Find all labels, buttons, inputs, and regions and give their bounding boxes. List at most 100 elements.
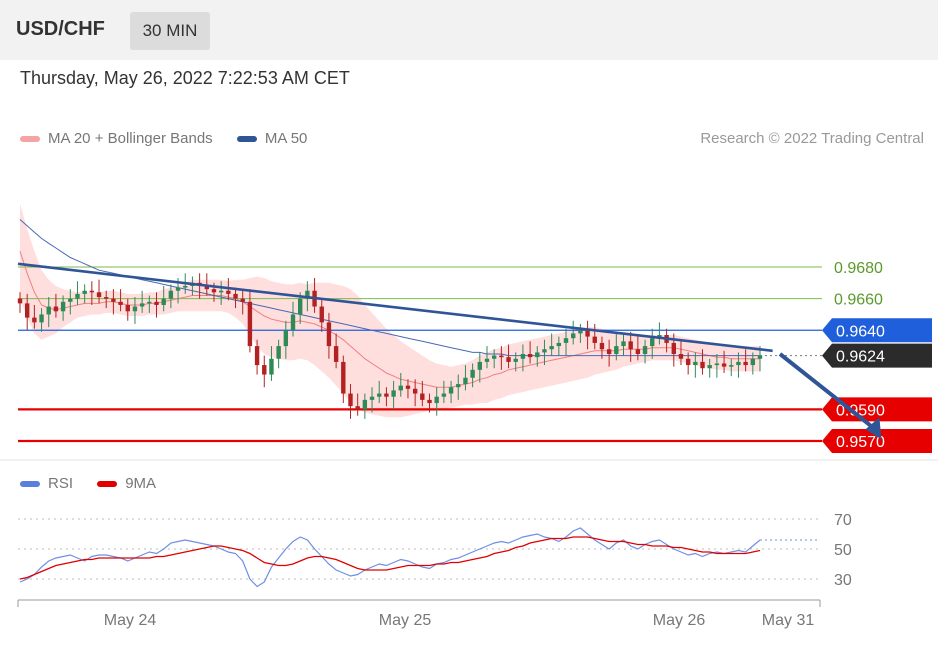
level-label-0.9680: 0.9680 [834,260,883,277]
legend-item-rsi: RSI [20,475,73,492]
candle-body [118,301,123,305]
candle-body [17,298,23,304]
candle-body [305,290,310,299]
rsi-tick-30: 30 [834,572,852,589]
candle-body [671,342,676,354]
x-tick-label: May 25 [379,612,432,629]
legend-swatch-bollinger [20,136,40,143]
forecast-arrow-shaft [778,352,877,431]
candle-body [147,301,152,304]
candle-body [175,287,181,291]
candle-body [89,290,95,293]
candle-body [707,365,712,369]
candle-body [693,361,698,366]
candle-body [757,355,763,359]
ma50-line [19,219,760,357]
symbol-title: USD/CHF [16,18,105,40]
level-label-0.9570: 0.9570 [836,434,885,451]
legend-swatch-ma50 [236,136,257,143]
candle-body [441,393,447,397]
candle-body [556,342,562,347]
candle-body [82,290,87,294]
legend-swatch-9ma [97,481,118,488]
candle-body [599,342,605,350]
candle-body [384,393,389,397]
candle-body [75,293,80,299]
candle-body [678,354,684,359]
legend-item-ma50: MA 50 [236,130,307,147]
candle-body [448,387,454,394]
candle-body [333,346,339,362]
bollinger-band [20,203,760,418]
candle-body [592,336,597,343]
candle-body [635,349,641,354]
timeframe-button[interactable]: 30 MIN [130,12,210,50]
level-tag-0.9640 [822,318,932,343]
candle-body [412,388,418,394]
candle-body [111,298,116,302]
candle-body [463,377,468,385]
candle-body [398,385,403,391]
x-tick-label: May 26 [653,612,706,629]
candle-body [262,365,267,375]
candle-body [520,354,526,359]
legend-item-9ma: 9MA [97,475,156,492]
candle-body [542,349,547,353]
candle-body [218,290,224,293]
candle-body [68,298,73,302]
candle-body [585,330,590,337]
candle-body [290,314,296,331]
candle-body [46,306,51,315]
candle-body [743,361,748,366]
candle-body [283,330,289,347]
candle-body [161,298,166,305]
candle-body [377,393,382,397]
candle-body [125,304,130,312]
legend-swatch-rsi [20,481,40,488]
candle-body [434,396,439,404]
candle-body [621,341,626,347]
candle-body [355,406,360,410]
candle-body [420,393,425,400]
level-label-0.9624: 0.9624 [836,349,885,366]
candle-body [60,301,66,312]
candle-body [470,369,475,378]
candle-body [269,358,274,375]
candle-body [491,355,497,359]
candle-body [506,357,511,362]
price-legend: MA 20 + Bollinger Bands MA 50 [20,130,307,147]
candle-body [700,361,705,369]
level-tag-0.9624 [822,343,932,368]
candle-body [571,333,576,339]
candle-body [32,317,37,323]
candle-body [535,352,540,358]
candle-body [456,384,461,388]
candle-body [527,354,533,358]
candle-body [614,346,619,354]
candle-body [549,346,554,350]
forecast-arrow-head [865,417,882,440]
candle-body [736,361,741,366]
legend-label-9ma: 9MA [125,475,157,492]
candle-body [139,303,145,307]
candle-body [104,297,109,299]
chart-header-bar: USD/CHF 30 MIN [0,0,938,60]
candle-body [53,306,59,312]
legend-label-rsi: RSI [48,475,74,492]
candle-body [154,301,159,305]
candle-body [750,358,756,366]
candle-body [391,390,396,397]
candle-body [348,393,353,407]
rsi-line [19,527,761,588]
candle-body [132,306,138,312]
candle-body [39,314,44,323]
candle-body [729,365,734,367]
candle-body [233,293,238,299]
level-tag-0.9590 [822,397,932,422]
rsi-legend: RSI 9MA [20,475,156,492]
candle-body [168,290,174,299]
candle-body [24,303,30,318]
level-label-0.9660: 0.9660 [834,292,883,309]
candle-body [714,363,720,366]
